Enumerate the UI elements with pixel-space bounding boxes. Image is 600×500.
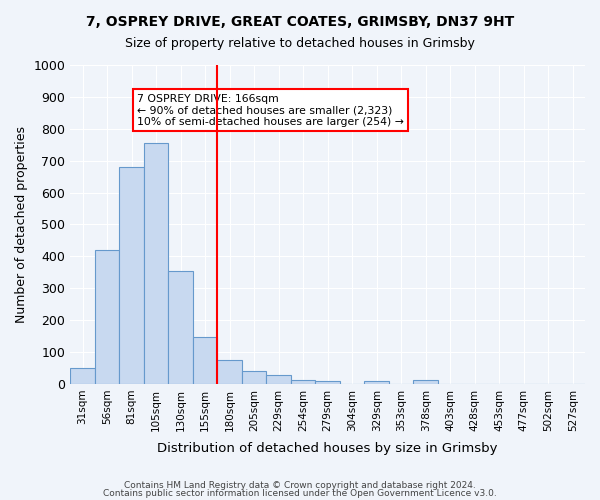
Text: Contains HM Land Registry data © Crown copyright and database right 2024.: Contains HM Land Registry data © Crown c…: [124, 481, 476, 490]
Bar: [95, 250, 119, 384]
Bar: [217, 360, 242, 384]
Text: 7, OSPREY DRIVE, GREAT COATES, GRIMSBY, DN37 9HT: 7, OSPREY DRIVE, GREAT COATES, GRIMSBY, …: [86, 15, 514, 29]
Bar: [70, 368, 95, 384]
Bar: [193, 336, 217, 384]
Bar: [364, 380, 389, 384]
Text: Contains public sector information licensed under the Open Government Licence v3: Contains public sector information licen…: [103, 488, 497, 498]
Bar: [291, 380, 316, 384]
Bar: [119, 167, 144, 384]
Text: 7 OSPREY DRIVE: 166sqm
← 90% of detached houses are smaller (2,323)
10% of semi-: 7 OSPREY DRIVE: 166sqm ← 90% of detached…: [137, 94, 404, 127]
Bar: [316, 382, 340, 384]
Bar: [266, 376, 291, 384]
X-axis label: Distribution of detached houses by size in Grimsby: Distribution of detached houses by size …: [157, 442, 498, 455]
Bar: [169, 270, 193, 384]
Y-axis label: Number of detached properties: Number of detached properties: [15, 126, 28, 323]
Bar: [242, 371, 266, 384]
Text: Size of property relative to detached houses in Grimsby: Size of property relative to detached ho…: [125, 38, 475, 51]
Bar: [144, 143, 169, 384]
Bar: [413, 380, 438, 384]
